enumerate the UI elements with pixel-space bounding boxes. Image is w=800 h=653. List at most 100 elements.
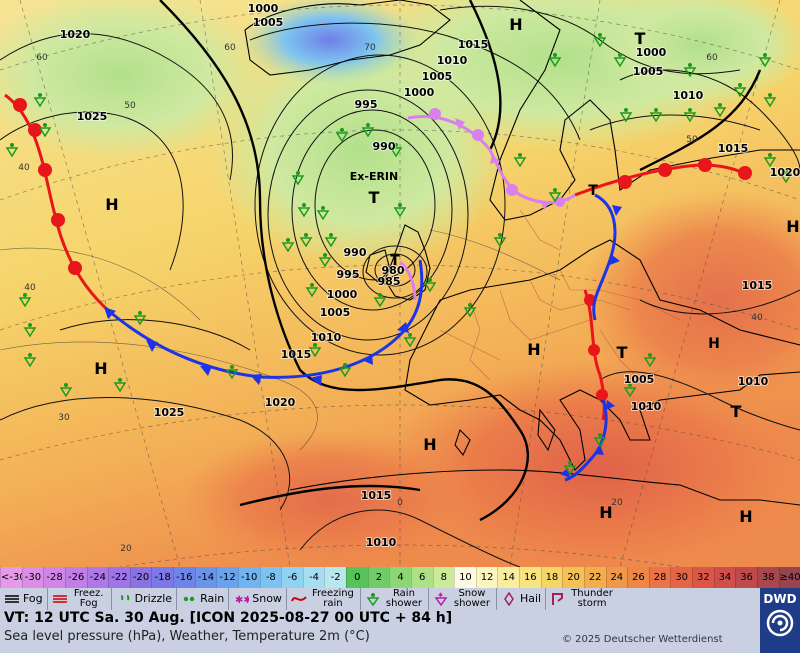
rain-shower-symbol	[763, 93, 777, 108]
isobar-label: 1000	[248, 2, 279, 15]
rain-shower-symbol	[683, 108, 697, 123]
low-pressure-center: T	[617, 343, 628, 362]
rain-shower-symbol	[373, 293, 387, 308]
isobar-label: 1000	[404, 86, 435, 99]
isotherm-label: 30	[58, 413, 70, 423]
scale-step: 18	[540, 567, 563, 588]
thunderstorm-icon	[552, 593, 564, 605]
rain-shower-symbol	[613, 53, 627, 68]
scale-step: -30	[21, 567, 44, 588]
isotherm-label: 60	[36, 53, 48, 63]
low-pressure-center: T	[369, 188, 380, 207]
high-pressure-center: H	[94, 359, 107, 378]
scale-step: 2	[367, 567, 390, 588]
rain-shower-symbol	[318, 253, 332, 268]
dwd-spiral-icon	[766, 609, 794, 637]
low-pressure-center: T	[635, 29, 646, 48]
rain-shower-symbol	[643, 353, 657, 368]
scale-step: 12	[475, 567, 498, 588]
isobar-label: 1015	[458, 38, 489, 51]
rain-shower-symbol	[113, 378, 127, 393]
scale-step: -6	[281, 567, 303, 588]
scale-step: 36	[735, 567, 757, 588]
high-pressure-center: H	[527, 340, 540, 359]
isobar-label: 995	[355, 98, 378, 111]
rain-shower-symbol	[393, 203, 407, 218]
rain-shower-symbol	[5, 143, 19, 158]
rain-shower-symbol	[18, 293, 32, 308]
rain-shower-symbol	[335, 128, 349, 143]
rain-shower-symbol	[713, 103, 727, 118]
high-pressure-center: H	[786, 217, 799, 236]
scale-step: -12	[216, 567, 238, 588]
rain-shower-symbol	[59, 383, 73, 398]
isobar-label: 1000	[636, 46, 667, 59]
rain-shower-symbol	[683, 63, 697, 78]
scale-step: -22	[108, 567, 130, 588]
rain-shower-symbol	[225, 365, 239, 380]
weather-symbols	[5, 33, 793, 476]
isobar-label: 985	[378, 275, 401, 288]
isotherm-label: 60	[706, 53, 718, 63]
scale-step: 0	[346, 567, 368, 588]
rain-shower-symbol	[779, 169, 793, 184]
fog-icon	[5, 595, 19, 603]
rain-shower-symbol	[403, 333, 417, 348]
isobars	[0, 5, 800, 567]
scale-step: ≥40	[778, 567, 800, 588]
legend-freez-fog: Freez. Fog	[48, 588, 112, 610]
legend-snow: ✱✱ Snow	[229, 588, 287, 610]
isotherm-label: 50	[124, 101, 136, 111]
scale-step: -10	[237, 567, 260, 588]
isobar-label: 1005	[422, 70, 453, 83]
isobar-label: 1010	[311, 331, 342, 344]
scale-step: 8	[432, 567, 455, 588]
isotherm-label: 40	[24, 283, 36, 293]
rain-shower-symbol	[281, 238, 295, 253]
high-pressure-center: H	[509, 15, 522, 34]
hail-icon	[504, 592, 514, 606]
svg-text:✱✱: ✱✱	[235, 595, 249, 606]
scale-step: 28	[648, 567, 671, 588]
rain-shower-symbol	[389, 143, 403, 158]
legend-panel: <-30-30-28-26-24-22-20-18-16-14-12-10-8-…	[0, 567, 800, 653]
scale-step: 26	[627, 567, 649, 588]
map-description: Sea level pressure (hPa), Weather, Tempe…	[4, 629, 370, 644]
isobar-label: 1010	[738, 375, 769, 388]
storm-name-label: Ex-ERIN	[350, 170, 398, 183]
legend-fog: Fog	[0, 588, 48, 610]
isobar-label: 1010	[673, 89, 704, 102]
rain-shower-symbol	[291, 171, 305, 186]
isobar-label: 1015	[361, 489, 392, 502]
isobar-label: 980	[382, 264, 405, 277]
main-isobars	[159, 0, 762, 522]
high-pressure-center: H	[708, 336, 720, 352]
rain-shower-symbol	[548, 188, 562, 203]
cold-front	[104, 193, 622, 482]
isotherm-label: 0	[397, 498, 403, 508]
isotherm-label: 60	[224, 43, 236, 53]
rain-shower-symbol	[649, 108, 663, 123]
legend-rain-shower: Rain shower	[361, 588, 429, 610]
rain-shower-symbol	[619, 108, 633, 123]
rain-shower-symbol	[38, 123, 52, 138]
scale-step: 38	[756, 567, 779, 588]
scale-step: -4	[302, 567, 325, 588]
svg-text:✱: ✱	[438, 592, 443, 599]
isobar-label: 1015	[742, 279, 773, 292]
isobar-label: 1010	[366, 536, 397, 549]
isobar-label: 1015	[718, 142, 749, 155]
scale-step: -24	[86, 567, 109, 588]
rain-shower-symbol	[493, 233, 507, 248]
high-pressure-center: H	[423, 435, 436, 454]
rain-shower-symbol	[308, 343, 322, 358]
scale-step: -18	[151, 567, 173, 588]
scale-step: -28	[43, 567, 65, 588]
isobar-label: 1005	[320, 306, 351, 319]
rain-shower-icon	[366, 593, 380, 606]
isobar-label: 1020	[265, 396, 296, 409]
rain-shower-symbol	[593, 433, 607, 448]
isotherm-label: 40	[18, 163, 30, 173]
scale-step: 22	[583, 567, 606, 588]
